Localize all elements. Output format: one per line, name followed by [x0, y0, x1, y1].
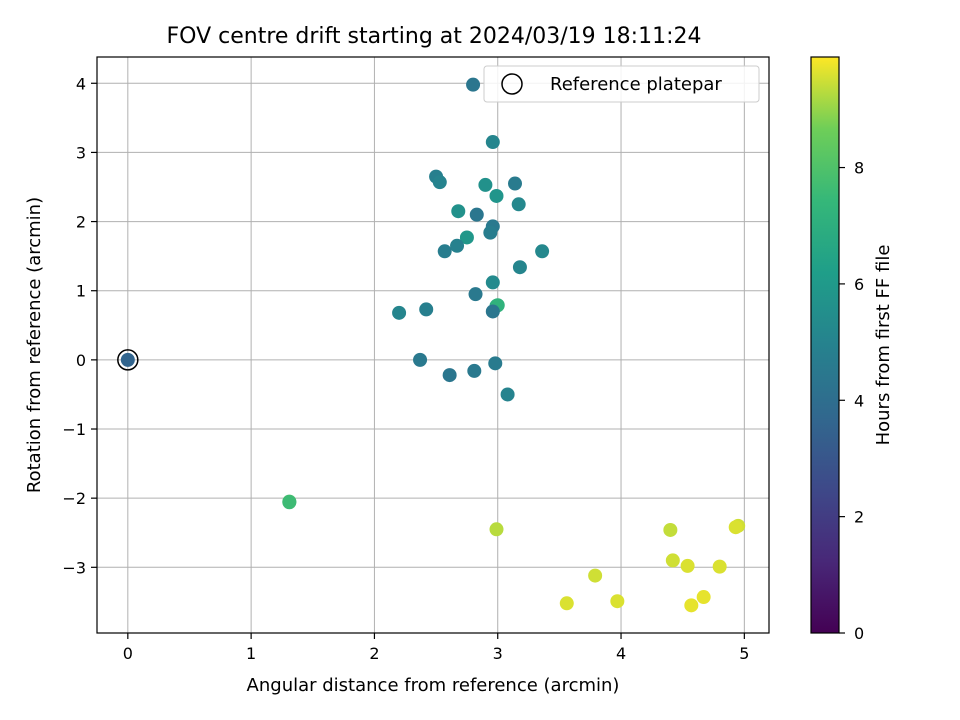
chart-title: FOV centre drift starting at 2024/03/19 …: [167, 24, 702, 49]
colorbar-gradient: [810, 56, 840, 634]
y-tick-label: 0: [76, 351, 86, 370]
data-point-14: [437, 244, 452, 259]
colorbar: 0 2 4 6 8 Hours from first FF file: [810, 56, 894, 643]
data-point-39: [559, 596, 574, 611]
data-point-34: [728, 520, 743, 535]
data-point-21: [485, 304, 500, 319]
data-point-35: [665, 553, 680, 568]
data-point-17: [485, 275, 500, 290]
data-point-18: [468, 287, 483, 302]
data-point-31: [489, 522, 504, 537]
legend-box: [483, 65, 760, 103]
y-tick-label: 2: [76, 213, 86, 232]
y-tick-label: −1: [62, 420, 86, 439]
data-point-9: [469, 207, 484, 222]
x-axis-ticks: 0 1 2 3 4 5: [123, 633, 749, 663]
data-point-38: [588, 568, 603, 583]
data-point-1: [485, 135, 500, 150]
data-points: [117, 77, 746, 613]
data-point-15: [535, 244, 550, 259]
colorbar-ticks: 0 2 4 6 8: [839, 159, 864, 643]
data-point-42: [696, 590, 711, 605]
reference-point-ring: [117, 349, 139, 371]
data-point-4: [478, 177, 493, 192]
data-point-3: [432, 175, 447, 190]
data-point-41: [684, 598, 699, 613]
data-point-8: [451, 204, 466, 219]
data-point-23: [392, 305, 407, 320]
colorbar-tick-label: 0: [854, 624, 864, 643]
x-tick-label: 5: [739, 644, 749, 663]
legend: Reference platepar: [483, 65, 760, 103]
reference-point-fill: [120, 352, 135, 367]
data-point-0: [466, 77, 481, 92]
legend-marker-reference: [501, 73, 523, 95]
data-point-37: [712, 559, 727, 574]
x-tick-label: 2: [369, 644, 379, 663]
data-point-13: [450, 238, 465, 253]
colorbar-tick-label: 8: [854, 159, 864, 178]
data-point-5: [507, 176, 522, 191]
y-tick-label: 3: [76, 143, 86, 162]
colorbar-tick-label: 6: [854, 275, 864, 294]
legend-label-reference: Reference platepar: [550, 74, 722, 95]
data-point-30: [282, 495, 297, 510]
data-point-36: [680, 558, 695, 573]
data-point-16: [512, 260, 527, 275]
x-tick-label: 3: [493, 644, 503, 663]
y-tick-label: 1: [76, 282, 86, 301]
colorbar-tick-label: 4: [854, 391, 864, 410]
data-point-40: [610, 594, 625, 609]
grid-lines: [97, 57, 769, 633]
y-tick-label: −3: [62, 558, 86, 577]
x-tick-label: 0: [123, 644, 133, 663]
data-point-25: [488, 356, 503, 371]
x-axis-label: Angular distance from reference (arcmin): [247, 675, 620, 696]
data-point-7: [511, 197, 526, 212]
x-tick-label: 4: [616, 644, 626, 663]
plot-frame: [96, 56, 770, 634]
y-axis-label: Rotation from reference (arcmin): [24, 197, 45, 493]
data-point-27: [467, 363, 482, 378]
y-tick-label: −2: [62, 489, 86, 508]
data-point-24: [413, 352, 428, 367]
data-point-28: [500, 387, 515, 402]
y-axis-ticks: −3 −2 −1 0 1 2 3 4: [62, 74, 97, 577]
data-point-22: [419, 302, 434, 317]
data-point-32: [663, 522, 678, 537]
data-point-12: [459, 230, 474, 245]
data-point-11: [483, 225, 498, 240]
data-point-6: [489, 188, 504, 203]
x-tick-label: 1: [246, 644, 256, 663]
y-tick-label: 4: [76, 74, 86, 93]
colorbar-label: Hours from first FF file: [873, 245, 894, 446]
data-point-26: [442, 368, 457, 383]
colorbar-tick-label: 2: [854, 508, 864, 527]
